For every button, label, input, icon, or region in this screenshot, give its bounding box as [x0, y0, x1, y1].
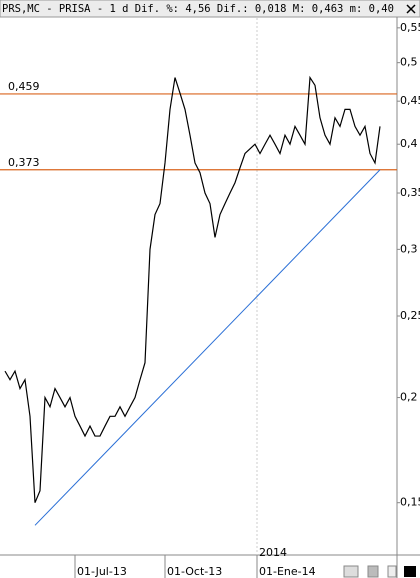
year-label: 2014	[259, 546, 287, 559]
y-tick-label: 0,25	[400, 309, 420, 322]
price-line	[4, 75, 381, 503]
y-tick-label: 0,15	[400, 496, 420, 509]
y-tick-label: 0,3	[400, 242, 418, 255]
tool-button[interactable]	[404, 566, 416, 577]
y-tick-label: 0,35	[400, 186, 420, 199]
tool-button[interactable]	[387, 565, 397, 578]
toolbar	[343, 565, 416, 578]
tool-button[interactable]	[367, 565, 379, 578]
chart-title: PRS,MC - PRISA - 1 d Dif. %: 4,56 Dif.: …	[2, 3, 394, 15]
y-tick-label: 0,55	[400, 21, 420, 34]
y-tick-label: 0,4	[400, 137, 418, 150]
header-bar	[0, 0, 420, 18]
y-tick-label: 0,5	[400, 56, 418, 69]
y-tick-label: 0,2	[400, 391, 418, 404]
x-tick-label: 01-Jul-13	[77, 565, 127, 578]
x-tick-label: 01-Oct-13	[167, 565, 222, 578]
close-icon[interactable]	[406, 4, 416, 14]
y-tick-label: 0,45	[400, 94, 420, 107]
x-tick-label: 01-Ene-14	[259, 565, 316, 578]
level-label: 0,373	[8, 156, 40, 169]
level-label: 0,459	[8, 80, 40, 93]
trendline	[34, 169, 381, 526]
tool-button[interactable]	[343, 565, 359, 578]
